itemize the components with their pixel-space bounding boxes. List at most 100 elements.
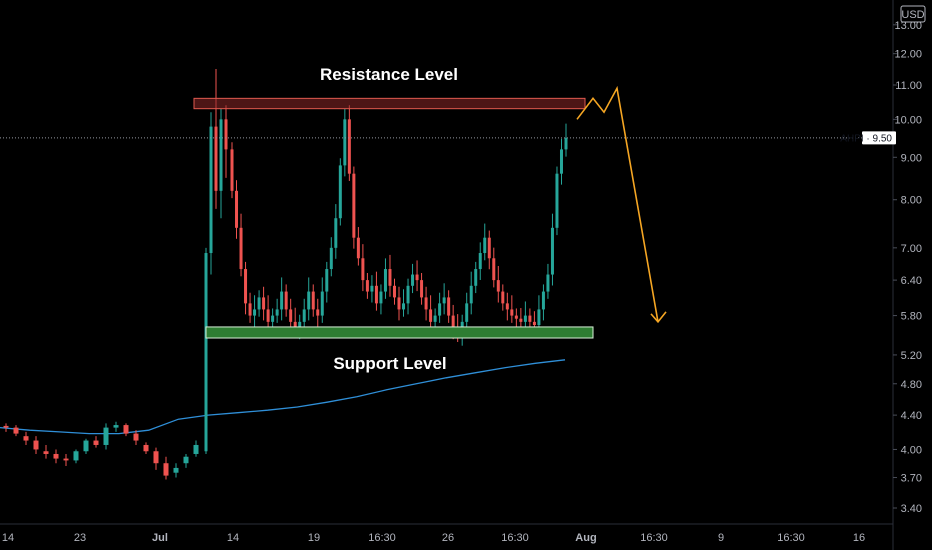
x-tick-label: Aug — [575, 532, 596, 544]
candle-body — [514, 315, 518, 319]
candle-body — [469, 285, 473, 304]
x-axis[interactable]: 14 23 Jul 14 19 16:30 26 16:30 Aug 16:30 9 16:30 16 — [2, 532, 865, 544]
x-tick-label: 14 — [2, 532, 14, 544]
candle-body — [143, 444, 149, 452]
candle-body — [483, 237, 487, 254]
candle-body — [325, 269, 329, 292]
candle-body — [63, 458, 69, 461]
candle-body — [103, 427, 109, 445]
candle-body — [204, 253, 208, 452]
x-tick-label: 26 — [442, 532, 454, 544]
currency-box[interactable] — [900, 5, 926, 23]
candle-body — [224, 119, 228, 150]
candle-body — [478, 253, 482, 270]
candle-body — [123, 425, 129, 434]
candle-body — [523, 315, 527, 322]
resistance-label: Resistance Level — [320, 65, 458, 84]
candle-body — [402, 303, 406, 310]
candle-body — [257, 297, 261, 310]
candle-body — [492, 258, 496, 281]
candle-body — [244, 269, 248, 304]
candle-body — [93, 440, 99, 445]
candle-body — [365, 280, 369, 292]
candlestick-series — [3, 68, 568, 480]
candle-body — [388, 269, 392, 286]
y-tick-label: 3.40 — [901, 503, 922, 515]
candle-body — [559, 149, 563, 174]
candle-body — [266, 309, 270, 322]
candle-body — [163, 463, 169, 476]
y-tick-label: 4.00 — [901, 444, 922, 456]
current-price-badge[interactable]: AHPI · 9.50 — [840, 131, 896, 145]
candle-body — [352, 173, 356, 238]
candle-body — [429, 309, 433, 322]
candle-body — [347, 119, 351, 174]
candle-body — [420, 280, 424, 298]
candle-body — [239, 227, 243, 270]
projection-path — [576, 85, 667, 324]
annotation-labels: Resistance Level Support Level — [320, 65, 458, 373]
candle-body — [356, 237, 360, 259]
candle-body — [133, 433, 139, 441]
candle-body — [271, 315, 275, 322]
y-tick-label: 5.80 — [901, 311, 922, 323]
candle-body — [338, 165, 342, 219]
candle-body — [53, 453, 59, 459]
candle-body — [329, 247, 333, 270]
candle-body — [555, 173, 559, 228]
candle-body — [219, 119, 223, 191]
candle-body — [334, 218, 338, 248]
candle-body — [293, 321, 297, 329]
x-tick-label: 19 — [308, 532, 320, 544]
candle-body — [83, 440, 89, 452]
candle-body — [537, 309, 541, 326]
resistance-zone — [193, 97, 586, 110]
y-axis[interactable]: 3.40 3.70 4.00 4.40 4.80 5.20 5.80 6.40 7.00 8.00… — [893, 20, 922, 515]
candle-body — [73, 451, 79, 461]
candle-body — [528, 315, 532, 322]
moving-average-line — [0, 359, 566, 435]
candle-body — [361, 258, 365, 281]
candle-body — [262, 297, 266, 310]
x-tick-label: 16:30 — [777, 532, 805, 544]
price-badge-box — [862, 131, 896, 145]
x-tick-label: Jul — [152, 532, 168, 544]
y-tick-label: 13.00 — [894, 20, 922, 32]
candle-body — [532, 321, 536, 326]
candle-body — [320, 291, 324, 316]
y-tick-label: 9.00 — [901, 152, 922, 164]
candle-body — [113, 425, 119, 428]
y-tick-label: 5.20 — [901, 350, 922, 362]
candle-body — [546, 274, 550, 292]
candle-body — [510, 309, 514, 316]
candle-body — [383, 269, 387, 292]
candle-body — [433, 315, 437, 322]
x-tick-label: 16:30 — [640, 532, 668, 544]
y-tick-label: 11.00 — [895, 80, 922, 92]
candle-body — [173, 467, 179, 473]
x-tick-label: 14 — [227, 532, 239, 544]
candle-body — [465, 303, 469, 322]
candle-body — [397, 297, 401, 310]
candle-body — [13, 427, 19, 434]
candle-body — [183, 456, 189, 464]
currency-label[interactable]: USD — [900, 5, 926, 23]
y-tick-label: 7.00 — [901, 243, 922, 255]
candle-body — [406, 285, 410, 304]
y-tick-label: 12.00 — [894, 49, 922, 61]
candle-body — [43, 451, 49, 454]
projection-arrowhead — [650, 311, 667, 324]
moving-average-path — [0, 359, 566, 435]
candle-body — [424, 297, 428, 310]
candle-body — [193, 444, 199, 454]
candle-body — [374, 285, 378, 304]
y-tick-label: 4.80 — [901, 379, 922, 391]
candle-body — [451, 315, 455, 329]
candle-body — [23, 436, 29, 441]
candle-body — [474, 269, 478, 286]
price-badge-text: AHPI · 9.50 — [840, 133, 892, 144]
x-tick-label: 16:30 — [501, 532, 529, 544]
candle-body — [411, 274, 415, 286]
